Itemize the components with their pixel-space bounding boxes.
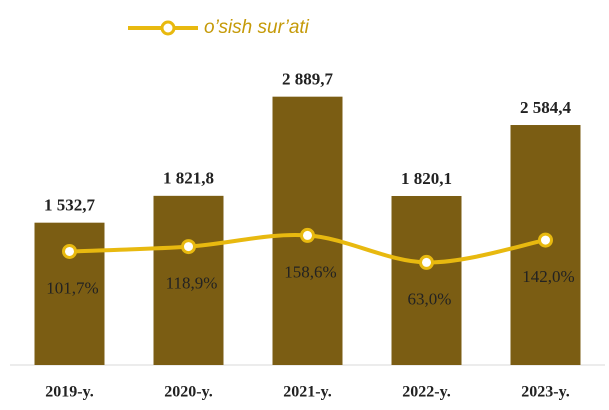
legend-label: o’sish sur’ati [204,17,310,38]
bar-label: 2 584,4 [520,98,572,117]
line-marker [62,243,77,259]
line-label: 118,9% [166,274,218,293]
bar [153,195,224,365]
line-label: 142,0% [522,267,574,286]
bar-label: 2 889,7 [282,70,334,89]
line-marker [538,232,553,248]
bar [391,195,462,365]
x-tick-label: 2019-y. [45,384,93,401]
bar-label: 1 820,1 [401,169,452,188]
line-marker [419,254,434,270]
bar-label: 1 821,8 [163,169,214,188]
x-tick-label: 2023-y. [521,384,569,401]
line-label: 101,7% [46,278,98,297]
legend-marker [160,20,176,36]
bar-label: 1 532,7 [44,196,96,215]
line-label: 63,0% [408,289,452,308]
x-tick-label: 2021-y. [283,384,331,401]
x-tick-label: 2022-y. [402,384,450,401]
x-tick-label: 2020-y. [164,384,212,401]
line-label: 158,6% [284,262,336,281]
line-marker [181,239,196,255]
line-marker [300,227,315,243]
